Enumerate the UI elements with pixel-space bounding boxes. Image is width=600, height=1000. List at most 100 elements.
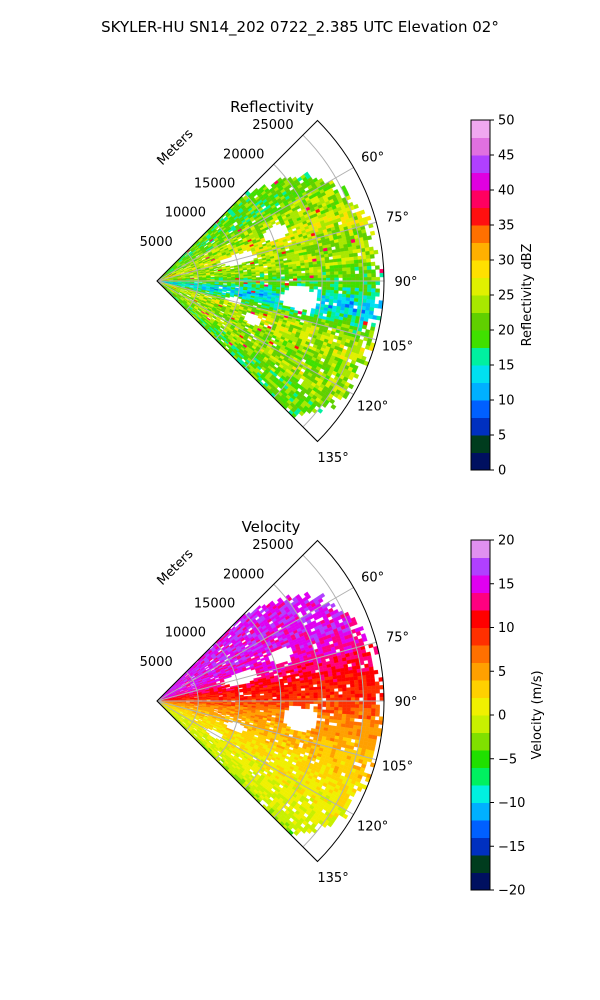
radar-cell	[305, 272, 310, 276]
radar-cell	[354, 266, 360, 271]
radar-cell	[251, 277, 257, 280]
radar-cell	[333, 296, 339, 301]
radar-cell	[348, 253, 354, 258]
radar-cell	[350, 280, 356, 285]
radar-cell	[334, 287, 339, 291]
radar-cell	[365, 250, 371, 256]
radar-cell	[363, 273, 368, 278]
colorbar-segment	[471, 277, 490, 296]
colorbar-tick-label: 5	[498, 429, 506, 444]
radar-cell	[366, 262, 372, 267]
radar-cell	[280, 285, 286, 288]
colorbar-segment	[471, 190, 490, 208]
radar-cell	[354, 287, 360, 292]
colorbar-segment	[471, 137, 490, 156]
radar-cell	[371, 288, 376, 293]
radar-cell	[334, 283, 339, 288]
colorbar-segment	[471, 452, 490, 471]
radar-cell	[350, 291, 355, 295]
radar-cell	[313, 286, 319, 290]
radar-cell	[276, 272, 281, 275]
colorbar-tick-label: 35	[498, 219, 515, 234]
radar-cell	[329, 271, 335, 276]
radar-cell	[288, 273, 294, 277]
radar-cell	[354, 280, 360, 285]
velocity-sector: 50001000015000200002500060°75°90°105°120…	[140, 538, 418, 886]
radar-cell	[366, 235, 372, 241]
radar-cell	[338, 267, 343, 272]
radar-cell	[365, 302, 371, 308]
radar-cell	[367, 288, 372, 293]
radar-cell	[350, 294, 355, 299]
radar-cell	[309, 283, 314, 287]
velocity-title: Velocity	[242, 518, 301, 536]
radar-cell	[193, 281, 199, 283]
reflectivity-sector: 50001000015000200002500060°75°90°105°120…	[140, 118, 418, 466]
radar-cell	[330, 182, 336, 189]
colorbar-segment	[471, 435, 490, 453]
radar-cell	[301, 275, 306, 279]
radar-cell	[340, 254, 346, 259]
radar-cell	[259, 277, 265, 280]
radar-cell	[313, 272, 319, 276]
radar-cell	[345, 294, 351, 299]
radar-cell	[272, 282, 277, 286]
radar-cell	[341, 257, 346, 262]
radar-cell	[210, 274, 215, 277]
radar-cell	[317, 272, 323, 276]
colorbar-tick-label: 20	[498, 324, 515, 339]
radar-cell	[363, 277, 368, 282]
radar-cell	[329, 286, 335, 291]
radar-cell	[305, 270, 310, 274]
range-tick-label: 15000	[194, 176, 235, 191]
azimuth-tick-label: 90°	[394, 275, 417, 290]
radar-cell	[296, 270, 302, 274]
radar-cell	[362, 288, 368, 293]
radar-cell	[297, 283, 302, 287]
radar-cell	[276, 274, 281, 277]
colorbar-tick-label: 45	[498, 149, 515, 164]
radar-cell	[346, 290, 351, 295]
radar-cell	[325, 274, 331, 279]
radar-cell	[321, 274, 327, 279]
radar-cell	[239, 282, 244, 285]
radar-cell	[288, 268, 294, 272]
radar-cell	[333, 268, 339, 272]
radar-cell	[336, 251, 342, 256]
radar-cell	[325, 295, 330, 300]
radar-cell	[263, 271, 269, 274]
azimuth-tick-label: 105°	[382, 339, 413, 354]
radar-cell	[369, 303, 375, 308]
colorbar-segment	[471, 172, 490, 191]
radar-cell	[373, 303, 379, 309]
radar-cell	[292, 273, 298, 277]
radar-cell	[342, 270, 347, 275]
radar-cell	[332, 299, 338, 304]
colorbar-tick-label: 0	[498, 464, 506, 479]
radar-cell	[370, 261, 376, 267]
radar-cell	[259, 275, 265, 278]
radar-cell	[358, 273, 364, 278]
radar-cell	[271, 270, 277, 274]
colorbar-segment	[471, 225, 490, 243]
radar-cell	[370, 295, 376, 301]
radar-cell	[317, 407, 324, 414]
radar-cell	[268, 282, 273, 286]
reflectivity-colorbar-label: Reflectivity dBZ	[520, 244, 535, 347]
radar-cell	[288, 276, 294, 279]
radar-cell	[325, 265, 331, 270]
radar-cell	[330, 403, 337, 410]
radar-cell	[334, 274, 339, 279]
radar-cell	[369, 254, 375, 259]
radar-cell	[350, 284, 356, 289]
radar-cell	[342, 267, 347, 272]
reflectivity-panel: Reflectivity 50001000015000200002500060°…	[140, 98, 535, 479]
radar-cell	[346, 287, 352, 292]
colorbar-segment	[471, 347, 490, 366]
colorbar-segment	[471, 155, 490, 173]
radar-cell	[342, 274, 347, 278]
radar-cell	[358, 284, 364, 289]
radar-cell	[284, 273, 290, 277]
